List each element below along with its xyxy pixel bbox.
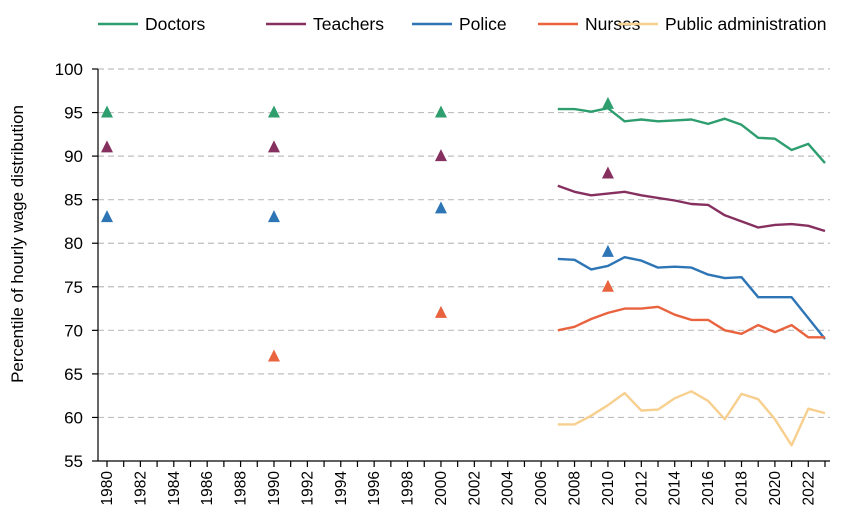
- series-lines: [557, 106, 826, 447]
- x-tick-label: 2010: [600, 471, 617, 506]
- y-tick-label: 90: [64, 147, 83, 166]
- marker-teachers: [101, 140, 113, 153]
- y-tick-label: 85: [64, 191, 83, 210]
- x-tick-label: 1986: [199, 471, 216, 505]
- x-tick-label: 1988: [233, 471, 250, 505]
- x-tick-label: 2018: [734, 471, 751, 505]
- x-tick-label: 2012: [633, 471, 650, 505]
- y-tick-label: 70: [64, 321, 83, 340]
- y-tick-label: 55: [64, 452, 83, 471]
- marker-doctors: [101, 105, 113, 118]
- y-tick-label: 95: [64, 104, 83, 123]
- marker-nurses: [601, 279, 614, 292]
- marker-teachers: [601, 166, 614, 179]
- x-tick-label: 1994: [333, 471, 350, 506]
- marker-doctors: [267, 105, 280, 118]
- x-tick-label: 2022: [800, 471, 817, 505]
- legend-label: Nurses: [585, 14, 641, 34]
- marker-police: [267, 210, 280, 223]
- series-markers: [101, 96, 614, 362]
- legend-label: Public administration: [665, 14, 826, 34]
- series-line-doctors: [557, 106, 826, 164]
- y-tick-label: 80: [64, 234, 83, 253]
- gridlines: [98, 68, 830, 419]
- marker-nurses: [267, 349, 280, 362]
- x-tick-label: 2008: [567, 471, 584, 505]
- x-tick-label: 2006: [533, 471, 550, 505]
- y-tick-label: 100: [55, 60, 83, 79]
- y-tick-label: 75: [64, 278, 83, 297]
- x-tick-label: 2014: [667, 471, 684, 506]
- marker-police: [601, 244, 614, 257]
- x-tick-label: 2000: [433, 471, 450, 506]
- marker-teachers: [434, 149, 447, 162]
- axes: [92, 68, 830, 467]
- x-tick-label: 2016: [700, 471, 717, 505]
- x-tick-label: 1990: [266, 471, 283, 506]
- marker-police: [434, 201, 447, 214]
- x-tick-label: 1980: [99, 471, 116, 506]
- series-line-teachers: [557, 184, 826, 233]
- x-tick-label: 1998: [400, 471, 417, 505]
- y-tick-label: 65: [64, 365, 83, 384]
- y-tick-label: 60: [64, 408, 83, 427]
- x-tick-label: 1996: [366, 471, 383, 505]
- series-line-nurses: [557, 305, 825, 339]
- x-tick-label: 2002: [466, 471, 483, 505]
- legend-label: Police: [459, 14, 507, 34]
- x-tick-label: 2004: [500, 471, 517, 506]
- x-tick-label: 1982: [132, 471, 149, 505]
- series-line-police: [557, 256, 826, 340]
- x-tick-labels: 1980 1982 1984 1986 1988 1990 1992 1994 1996 1998…: [99, 471, 817, 506]
- x-tick-label: 1992: [299, 471, 316, 505]
- marker-doctors: [434, 105, 447, 118]
- legend: Doctors Teachers Police Nurses Public admini…: [98, 14, 826, 34]
- y-axis-title: Percentile of hourly wage distribution: [8, 105, 27, 383]
- marker-nurses: [434, 305, 447, 318]
- marker-teachers: [267, 140, 280, 153]
- x-tick-label: 2020: [767, 471, 784, 506]
- legend-label: Doctors: [145, 14, 206, 34]
- marker-police: [101, 210, 113, 223]
- legend-label: Teachers: [313, 14, 384, 34]
- y-tick-labels: 55 60 65 70 75 80 85 90 95 100: [55, 60, 83, 471]
- marker-doctors: [601, 96, 614, 109]
- x-tick-label: 1984: [166, 471, 183, 506]
- series-line-public-administration: [557, 390, 826, 447]
